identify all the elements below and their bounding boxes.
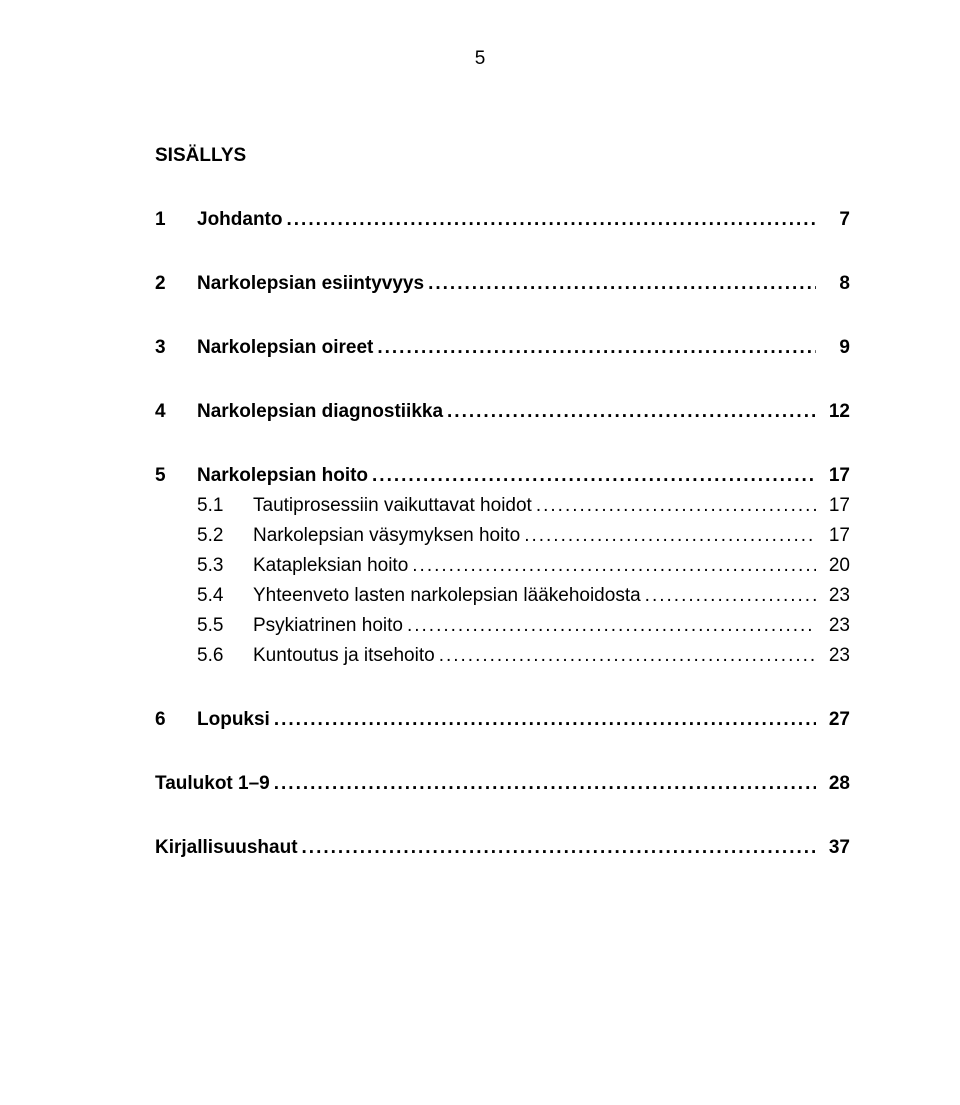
toc-entry-title: Taulukot 1–9 [155, 773, 270, 795]
toc-leader: ........................................… [536, 495, 816, 517]
toc-leader: ........................................… [412, 555, 816, 577]
toc-leader: ........................................… [645, 585, 816, 607]
toc-subentry: 5.5 Psykiatrinen hoito .................… [155, 615, 850, 637]
toc-entry-page: 17 [820, 495, 850, 517]
toc-leader: ........................................… [524, 525, 816, 547]
toc-heading: SISÄLLYS [155, 145, 850, 167]
toc-entry-title: Narkolepsian väsymyksen hoito [253, 525, 520, 547]
toc-entry: 1 Johdanto .............................… [155, 209, 850, 231]
toc-leader: ........................................… [377, 337, 816, 359]
toc-entry-number: 4 [155, 401, 197, 423]
toc-entry-page: 8 [820, 273, 850, 295]
toc-leader: ........................................… [302, 837, 816, 859]
toc-entry-number: 3 [155, 337, 197, 359]
toc-entry-page: 23 [820, 645, 850, 667]
toc-entry-title: Narkolepsian hoito [197, 465, 368, 487]
toc-entry: 3 Narkolepsian oireet ..................… [155, 337, 850, 359]
toc-entry-number: 5.3 [197, 555, 253, 577]
toc-entry-title: Johdanto [197, 209, 283, 231]
toc-entry: 5 Narkolepsian hoito ...................… [155, 465, 850, 487]
toc-entry-number: 5.1 [197, 495, 253, 517]
toc-entry-page: 17 [820, 525, 850, 547]
toc-leader: ........................................… [428, 273, 816, 295]
toc-entry: 6 Lopuksi ..............................… [155, 709, 850, 731]
toc-entry-title: Narkolepsian oireet [197, 337, 373, 359]
toc-entry-title: Kirjallisuushaut [155, 837, 298, 859]
toc-leader: ........................................… [287, 209, 817, 231]
toc-entry-page: 27 [820, 709, 850, 731]
toc-leader: ........................................… [407, 615, 816, 637]
toc-entry-number: 5.6 [197, 645, 253, 667]
toc-subentry: 5.6 Kuntoutus ja itsehoito .............… [155, 645, 850, 667]
toc-entry-page: 17 [820, 465, 850, 487]
toc-entry-title: Psykiatrinen hoito [253, 615, 403, 637]
toc-entry-page: 12 [820, 401, 850, 423]
toc-leader: ........................................… [274, 709, 816, 731]
toc-entry-title: Yhteenveto lasten narkolepsian lääkehoid… [253, 585, 641, 607]
toc-entry-number: 5.5 [197, 615, 253, 637]
toc-subentry: 5.2 Narkolepsian väsymyksen hoito ......… [155, 525, 850, 547]
toc-entry-number: 1 [155, 209, 197, 231]
page-number: 5 [475, 48, 486, 70]
toc-subentry: 5.3 Katapleksian hoito .................… [155, 555, 850, 577]
toc-entry-title: Kuntoutus ja itsehoito [253, 645, 435, 667]
toc-entry-title: Narkolepsian diagnostiikka [197, 401, 443, 423]
toc-entry-number: 6 [155, 709, 197, 731]
toc-subentry: 5.4 Yhteenveto lasten narkolepsian lääke… [155, 585, 850, 607]
toc-subentry: 5.1 Tautiprosessiin vaikuttavat hoidot .… [155, 495, 850, 517]
toc-entry-page: 28 [820, 773, 850, 795]
toc-leader: ........................................… [274, 773, 816, 795]
toc-subsection-group: 5.1 Tautiprosessiin vaikuttavat hoidot .… [155, 495, 850, 667]
toc-entry-page: 9 [820, 337, 850, 359]
toc-entry-title: Tautiprosessiin vaikuttavat hoidot [253, 495, 532, 517]
toc-entry-page: 7 [820, 209, 850, 231]
toc-entry-number: 5.2 [197, 525, 253, 547]
toc-entry: 2 Narkolepsian esiintyvyys .............… [155, 273, 850, 295]
toc-entry: Taulukot 1–9 ...........................… [155, 773, 850, 795]
toc-entry-page: 23 [820, 615, 850, 637]
toc-entry-title: Lopuksi [197, 709, 270, 731]
toc-entry-title: Katapleksian hoito [253, 555, 408, 577]
toc-leader: ........................................… [372, 465, 816, 487]
toc-entry: Kirjallisuushaut .......................… [155, 837, 850, 859]
toc-entry-title: Narkolepsian esiintyvyys [197, 273, 424, 295]
toc-leader: ........................................… [439, 645, 816, 667]
toc-entry-number: 2 [155, 273, 197, 295]
toc-entry-page: 20 [820, 555, 850, 577]
table-of-contents: SISÄLLYS 1 Johdanto ....................… [155, 145, 850, 859]
toc-entry: 4 Narkolepsian diagnostiikka ...........… [155, 401, 850, 423]
toc-leader: ........................................… [447, 401, 816, 423]
toc-entry-number: 5.4 [197, 585, 253, 607]
toc-entry-page: 37 [820, 837, 850, 859]
toc-entry-number: 5 [155, 465, 197, 487]
toc-entry-page: 23 [820, 585, 850, 607]
